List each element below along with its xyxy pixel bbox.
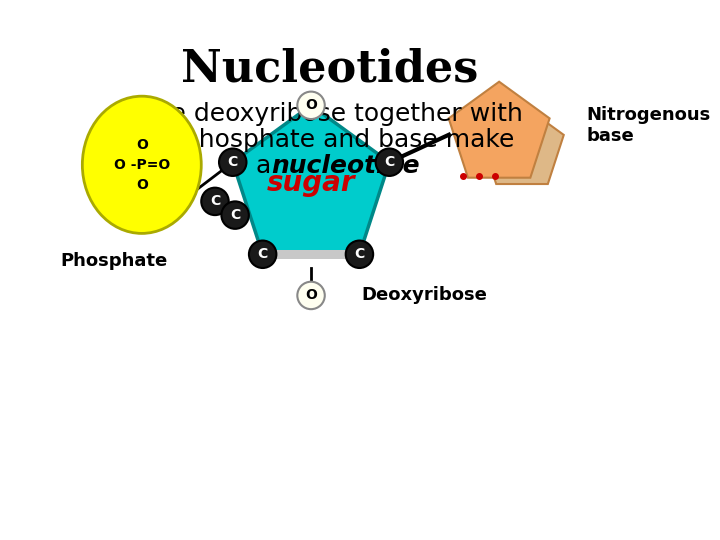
- Text: O -P=O: O -P=O: [114, 158, 170, 172]
- Text: C: C: [228, 155, 238, 169]
- Text: Deoxyribose: Deoxyribose: [361, 286, 487, 305]
- Circle shape: [249, 240, 276, 268]
- Text: Nitrogenous
base: Nitrogenous base: [586, 106, 711, 145]
- Circle shape: [202, 188, 229, 215]
- Circle shape: [221, 201, 249, 229]
- Text: a: a: [256, 154, 279, 178]
- Text: C: C: [384, 155, 395, 169]
- FancyBboxPatch shape: [263, 249, 359, 259]
- Circle shape: [297, 282, 325, 309]
- Text: Phosphate: Phosphate: [60, 252, 168, 270]
- Text: its phosphate and base make: its phosphate and base make: [145, 128, 514, 152]
- Text: O: O: [136, 178, 148, 192]
- Text: O: O: [305, 98, 317, 112]
- Circle shape: [219, 148, 246, 176]
- Circle shape: [376, 148, 403, 176]
- Text: C: C: [258, 247, 268, 261]
- Text: C: C: [210, 194, 220, 208]
- Text: C: C: [230, 208, 240, 222]
- Ellipse shape: [82, 96, 202, 233]
- Text: O: O: [305, 288, 317, 302]
- Text: .: .: [384, 154, 392, 178]
- Text: One deoxyribose together with: One deoxyribose together with: [135, 103, 523, 126]
- Circle shape: [297, 92, 325, 119]
- Circle shape: [346, 240, 373, 268]
- Text: Nucleotides: Nucleotides: [181, 47, 478, 90]
- Polygon shape: [449, 82, 549, 178]
- Text: O: O: [136, 138, 148, 152]
- Text: nucleotide: nucleotide: [271, 154, 420, 178]
- Polygon shape: [233, 105, 390, 254]
- Text: C: C: [354, 247, 364, 261]
- Polygon shape: [480, 105, 564, 184]
- Text: sugar: sugar: [267, 169, 355, 197]
